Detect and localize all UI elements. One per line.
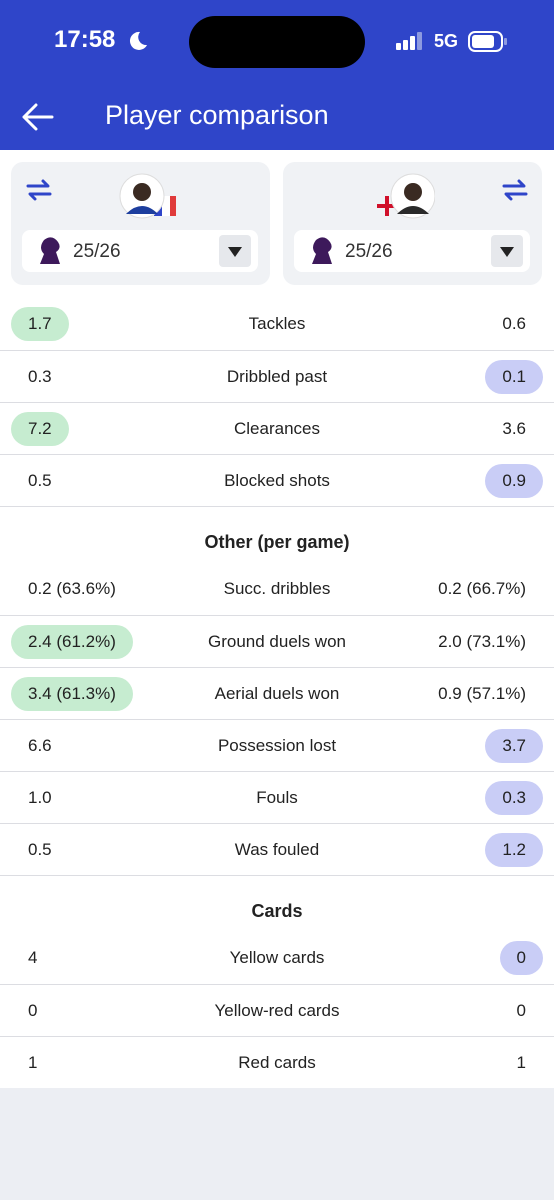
- page-title: Player comparison: [105, 100, 329, 130]
- left-value: 3.4 (61.3%): [11, 677, 133, 711]
- swap-button[interactable]: [500, 175, 530, 205]
- stat-label: Fouls: [256, 788, 298, 807]
- season-label: 25/26: [345, 241, 393, 262]
- swap-button[interactable]: [24, 175, 54, 205]
- stat-row: Fouls 1.0 0.3: [0, 771, 554, 823]
- league-logo: [40, 237, 60, 264]
- left-value: 1: [28, 1053, 38, 1072]
- right-value: 1.2: [485, 833, 543, 867]
- right-value: 0: [516, 1001, 526, 1020]
- stat-row: Yellow-red cards 0 0: [0, 984, 554, 1036]
- stat-label: Yellow-red cards: [214, 1001, 340, 1020]
- status-time: 17:58: [54, 26, 116, 53]
- league-logo: [312, 237, 332, 264]
- left-value: 1.7: [11, 307, 69, 341]
- stat-row: Clearances 7.2 3.6: [0, 402, 554, 454]
- left-value: 0.5: [28, 471, 52, 490]
- stat-row: Aerial duels won 3.4 (61.3%) 0.9 (57.1%): [0, 667, 554, 719]
- left-value: 4: [28, 948, 38, 967]
- stat-row: Succ. dribbles 0.2 (63.6%) 0.2 (66.7%): [0, 563, 554, 615]
- stat-label: Red cards: [238, 1053, 316, 1072]
- left-value: 0: [28, 1001, 38, 1020]
- left-value: 6.6: [28, 736, 52, 755]
- stat-label: Aerial duels won: [214, 684, 340, 703]
- player-cards: 25/26 25/26: [0, 150, 554, 298]
- stat-row: Tackles 1.7 0.6: [0, 298, 554, 350]
- network-type: 5G: [434, 31, 459, 51]
- stats-list: Tackles 1.7 0.6 Dribbled past 0.3 0.1 Clearanc…: [0, 298, 554, 1088]
- player-card: 25/26: [11, 162, 270, 285]
- section-title: Other (per game): [0, 506, 554, 563]
- stat-label: Was fouled: [234, 840, 320, 859]
- dropdown-button[interactable]: [219, 235, 251, 267]
- stat-label: Yellow cards: [229, 948, 325, 967]
- season-select[interactable]: 25/26: [294, 230, 530, 272]
- stat-row: Red cards 1 1: [0, 1036, 554, 1088]
- back-button[interactable]: [20, 102, 54, 132]
- stat-label: Possession lost: [217, 736, 337, 755]
- player-avatar: [119, 173, 176, 219]
- stat-row: Dribbled past 0.3 0.1: [0, 350, 554, 402]
- stat-label: Tackles: [248, 314, 306, 333]
- player-card: 25/26: [283, 162, 542, 285]
- stat-row: Blocked shots 0.5 0.9: [0, 454, 554, 506]
- stat-row: Ground duels won 2.4 (61.2%) 2.0 (73.1%): [0, 615, 554, 667]
- season-label: 25/26: [73, 241, 121, 262]
- right-value: 0.9: [485, 464, 543, 498]
- player-avatar: [377, 173, 435, 219]
- right-value: 3.6: [502, 419, 526, 438]
- left-value: 0.3: [28, 367, 52, 386]
- right-value: 0.2 (66.7%): [438, 579, 526, 598]
- right-value: 1: [516, 1053, 526, 1072]
- left-value: 7.2: [11, 412, 69, 446]
- right-value: 2.0 (73.1%): [438, 632, 526, 651]
- battery-icon: [468, 31, 507, 52]
- notch: [189, 16, 365, 68]
- signal-icon: [396, 32, 422, 50]
- app-header: 17:58 5G Player comparison: [0, 0, 554, 150]
- season-select[interactable]: 25/26: [22, 230, 258, 272]
- left-value: 0.5: [28, 840, 52, 859]
- stat-label: Succ. dribbles: [223, 579, 331, 598]
- stat-row: Was fouled 0.5 1.2: [0, 823, 554, 875]
- dropdown-button[interactable]: [491, 235, 523, 267]
- moon-icon: [129, 31, 147, 50]
- left-value: 2.4 (61.2%): [11, 625, 133, 659]
- stat-label: Dribbled past: [226, 367, 328, 386]
- stat-label: Blocked shots: [224, 471, 330, 490]
- left-value: 0.2 (63.6%): [28, 579, 116, 598]
- stat-row: Yellow cards 4 0: [0, 932, 554, 984]
- left-value: 1.0: [28, 788, 52, 807]
- section-title: Cards: [0, 875, 554, 932]
- right-value: 0.1: [485, 360, 543, 394]
- right-value: 0: [499, 941, 543, 975]
- right-value: 0.3: [485, 781, 543, 815]
- right-value: 3.7: [485, 729, 543, 763]
- stat-row: Possession lost 6.6 3.7: [0, 719, 554, 771]
- right-value: 0.6: [502, 314, 526, 333]
- stat-label: Clearances: [234, 419, 320, 438]
- right-value: 0.9 (57.1%): [438, 684, 526, 703]
- stat-label: Ground duels won: [208, 632, 346, 651]
